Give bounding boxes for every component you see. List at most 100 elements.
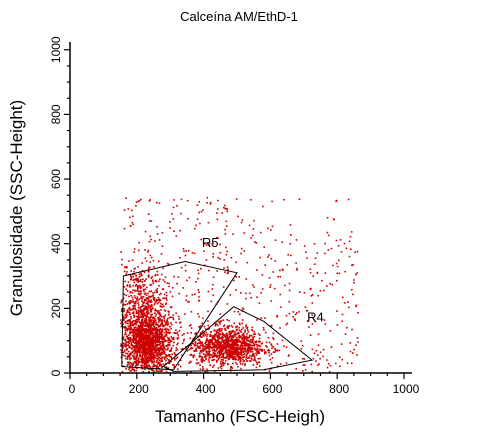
data-point bbox=[207, 350, 210, 352]
data-point bbox=[190, 344, 192, 346]
data-point bbox=[163, 324, 165, 327]
data-point bbox=[147, 334, 149, 336]
data-point bbox=[243, 347, 245, 349]
data-point bbox=[144, 307, 146, 309]
data-point bbox=[225, 208, 228, 210]
data-point bbox=[208, 355, 211, 357]
data-point bbox=[149, 308, 151, 311]
data-point bbox=[187, 217, 189, 220]
data-point bbox=[179, 359, 182, 362]
data-point bbox=[279, 276, 282, 278]
data-point bbox=[254, 360, 257, 362]
data-point bbox=[222, 346, 224, 349]
data-point bbox=[208, 269, 210, 272]
y-tick-label: 0 bbox=[49, 369, 63, 376]
data-point bbox=[163, 337, 165, 339]
data-point bbox=[167, 338, 170, 340]
data-point bbox=[237, 352, 239, 354]
data-point bbox=[253, 347, 256, 349]
data-point bbox=[261, 350, 263, 352]
data-point bbox=[357, 341, 359, 343]
data-point bbox=[176, 348, 179, 351]
data-point bbox=[241, 219, 244, 221]
data-point bbox=[158, 298, 161, 300]
data-point bbox=[222, 348, 225, 351]
data-point bbox=[264, 264, 266, 266]
data-point bbox=[158, 239, 161, 241]
data-point bbox=[289, 242, 292, 245]
data-point bbox=[149, 235, 152, 238]
data-point bbox=[352, 293, 354, 296]
data-point bbox=[153, 266, 155, 268]
data-point bbox=[255, 341, 257, 344]
data-point bbox=[172, 287, 174, 289]
data-point bbox=[161, 353, 163, 355]
data-point bbox=[160, 253, 163, 255]
data-point bbox=[257, 350, 260, 352]
data-point bbox=[144, 340, 147, 342]
data-point bbox=[147, 348, 150, 350]
data-point bbox=[135, 298, 138, 300]
data-point bbox=[226, 266, 229, 268]
data-point bbox=[249, 360, 251, 362]
data-point bbox=[167, 317, 169, 320]
data-point bbox=[148, 300, 151, 302]
data-point bbox=[313, 352, 316, 355]
data-point bbox=[264, 351, 267, 353]
data-point bbox=[206, 368, 208, 371]
data-point bbox=[154, 350, 157, 353]
data-point bbox=[140, 272, 142, 275]
data-point bbox=[351, 264, 353, 267]
data-point bbox=[252, 359, 255, 361]
data-point bbox=[148, 319, 150, 322]
data-point bbox=[138, 319, 140, 321]
data-point bbox=[340, 251, 343, 253]
data-point bbox=[162, 267, 164, 270]
data-point bbox=[133, 332, 135, 334]
data-point bbox=[234, 344, 236, 347]
data-point bbox=[305, 251, 307, 253]
data-point bbox=[127, 325, 130, 328]
data-point bbox=[120, 356, 123, 359]
data-point bbox=[348, 255, 351, 258]
data-point bbox=[170, 327, 172, 330]
data-point bbox=[134, 326, 137, 328]
data-point bbox=[140, 331, 142, 334]
data-point bbox=[154, 336, 157, 338]
data-point bbox=[126, 284, 129, 286]
data-point bbox=[133, 335, 135, 338]
data-point bbox=[198, 299, 200, 302]
data-point bbox=[188, 362, 190, 364]
data-point bbox=[272, 351, 275, 353]
data-point bbox=[157, 370, 160, 373]
data-point bbox=[134, 337, 137, 340]
data-point bbox=[247, 331, 250, 333]
data-point bbox=[162, 348, 164, 350]
data-point bbox=[129, 332, 131, 335]
data-point bbox=[232, 358, 234, 360]
data-point bbox=[154, 302, 156, 304]
data-point bbox=[143, 290, 145, 293]
data-point bbox=[321, 279, 323, 282]
data-point bbox=[228, 319, 230, 322]
data-point bbox=[129, 300, 131, 302]
data-point bbox=[159, 317, 161, 320]
data-point bbox=[145, 351, 147, 354]
data-point bbox=[224, 228, 226, 231]
data-point bbox=[134, 352, 136, 354]
data-point bbox=[194, 332, 196, 335]
data-point bbox=[228, 331, 231, 334]
chart-title: Calceína AM/EthD-1 bbox=[180, 9, 298, 24]
data-point bbox=[244, 331, 246, 333]
data-point bbox=[168, 355, 171, 358]
data-point bbox=[230, 350, 233, 353]
data-point bbox=[247, 349, 250, 352]
data-point bbox=[138, 330, 141, 333]
data-point bbox=[242, 358, 244, 361]
data-point bbox=[153, 325, 156, 328]
data-point bbox=[204, 371, 207, 373]
data-point bbox=[188, 300, 190, 303]
data-point bbox=[154, 280, 156, 282]
data-point bbox=[165, 340, 167, 342]
data-point bbox=[245, 360, 248, 362]
